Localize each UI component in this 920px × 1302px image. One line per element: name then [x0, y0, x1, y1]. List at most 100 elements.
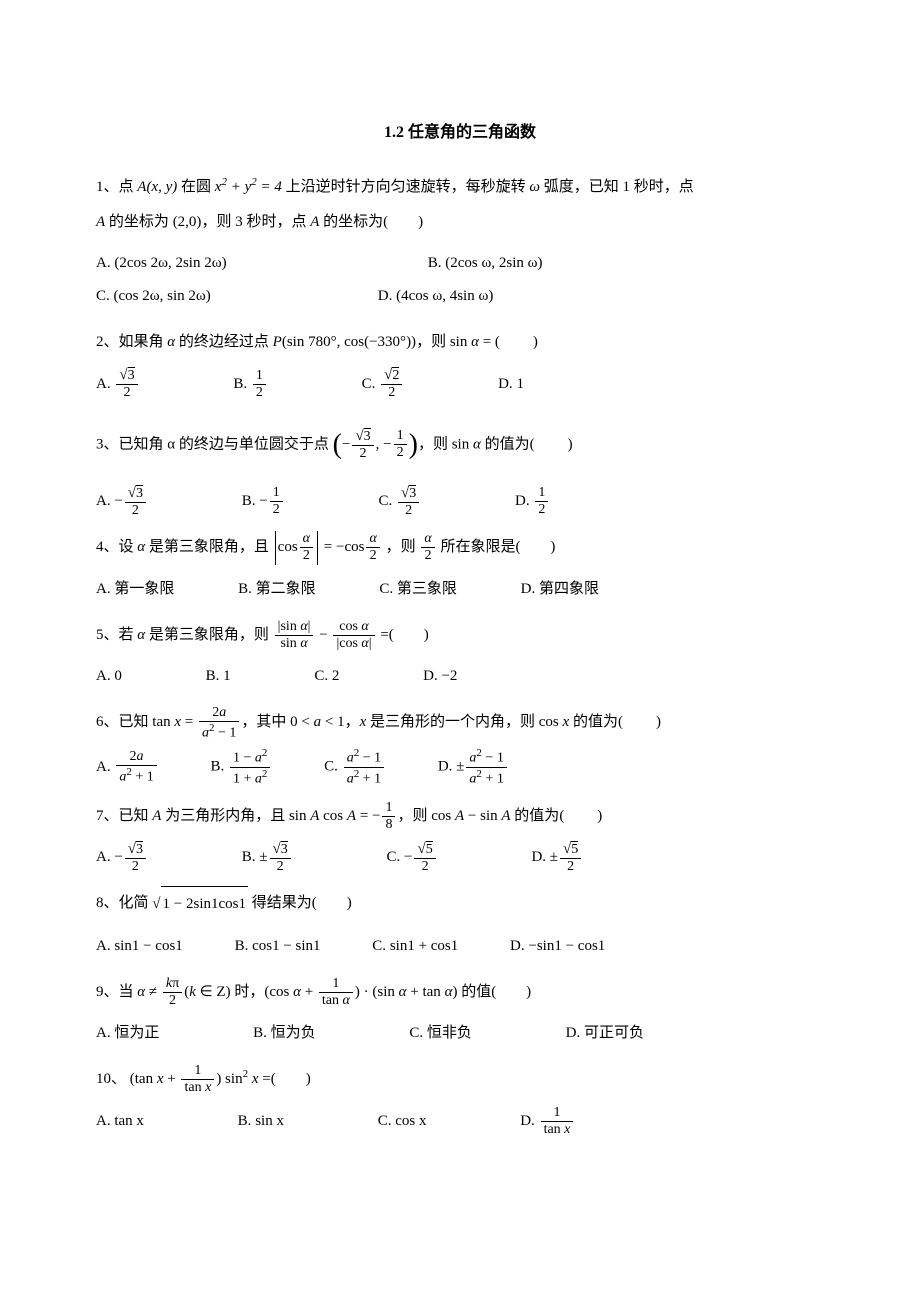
q2-stem: 如果角 α 的终边经过点 P(sin 780°, cos(−330°))，则 s…	[119, 334, 539, 350]
q3-pre: 已知角 α 的终边与单位圆交于点	[119, 436, 329, 452]
q5-opt-c: C. 2	[314, 660, 339, 693]
q3-options: A. −√32 B. −12 C. √32 D. 12	[96, 485, 824, 518]
q3-opt-b: B. −12	[242, 485, 285, 518]
question-7: 7、已知 A 为三角形内角，且 sin A cos A = −18，则 cos …	[96, 799, 824, 834]
q2-opt-b: B. 12	[233, 368, 268, 401]
q9-options: A. 恒为正 B. 恒为负 C. 恒非负 D. 可正可负	[96, 1017, 824, 1050]
q3-post: ，则 sin α 的值为( )	[418, 436, 574, 452]
document-title: 1.2 任意角的三角函数	[96, 118, 824, 142]
q5-opt-a: A. 0	[96, 660, 122, 693]
q10-post: =( )	[262, 1071, 310, 1087]
question-1: 1、点 A(x, y) 在圆 x2 + y2 = 4 上沿逆时针方向匀速旋转，每…	[96, 170, 824, 239]
q6-opt-d: D. ±a2 − 1a2 + 1	[438, 748, 509, 786]
q6-pre: 已知	[119, 714, 149, 730]
q4-pre: 设 α 是第三象限角，且	[119, 539, 269, 555]
q6-mid: ，其中 0 < a < 1，x 是三角形的一个内角，则 cos x 的值为( )	[241, 714, 662, 730]
q8-pre: 化简	[119, 895, 149, 911]
q5-opt-b: B. 1	[206, 660, 231, 693]
q1-m11: A	[310, 214, 319, 230]
q2-options: A. √32 B. 12 C. √22 D. 1	[96, 368, 824, 401]
q1-opt-d: D. (4cos ω, 4sin ω)	[378, 280, 494, 313]
q1-m5: ω	[529, 179, 540, 195]
q1-t4: 上沿逆时针方向匀速旋转，每秒旋转	[286, 179, 526, 195]
q7-options: A. −√32 B. ±√32 C. −√52 D. ±√52	[96, 841, 824, 874]
q6-opt-c: C. a2 − 1a2 + 1	[324, 748, 386, 786]
q8-post: 得结果为( )	[252, 895, 352, 911]
q1-m9: (2,0)	[173, 214, 202, 230]
q9-opt-b: B. 恒为负	[253, 1017, 316, 1050]
q1-t6: 弧度，已知 1 秒时，点	[544, 179, 694, 195]
q1-num: 1、	[96, 179, 119, 195]
page: 1.2 任意角的三角函数 1、点 A(x, y) 在圆 x2 + y2 = 4 …	[0, 0, 920, 1302]
q5-post: =( )	[380, 627, 428, 643]
q6-num: 6、	[96, 714, 119, 730]
q1-m1: A(x, y)	[137, 179, 177, 195]
q4-options: A. 第一象限 B. 第二象限 C. 第三象限 D. 第四象限	[96, 573, 824, 606]
q8-opt-a: A. sin1 − cos1	[96, 930, 183, 963]
q7-opt-d: D. ±√52	[531, 841, 583, 874]
q6-options: A. 2aa2 + 1 B. 1 − a21 + a2 C. a2 − 1a2 …	[96, 748, 824, 786]
q4-num: 4、	[96, 539, 119, 555]
q1-opt-a: A. (2cos 2ω, 2sin 2ω)	[96, 247, 376, 280]
q1-m3: x2 + y2 = 4	[215, 179, 282, 195]
q6-opt-b: B. 1 − a21 + a2	[211, 748, 273, 786]
question-2: 2、如果角 α 的终边经过点 P(sin 780°, cos(−330°))，则…	[96, 325, 824, 360]
q1-t12: 的坐标为( )	[323, 214, 423, 230]
q10-opt-d: D. 1tan x	[520, 1105, 575, 1138]
q1-t8: 的坐标为	[109, 214, 169, 230]
q9-pre: 当	[119, 984, 134, 1000]
q1-options: A. (2cos 2ω, 2sin 2ω) B. (2cos ω, 2sin ω…	[96, 247, 824, 313]
q8-opt-b: B. cos1 − sin1	[235, 930, 321, 963]
q4-opt-d: D. 第四象限	[521, 573, 599, 606]
q9-post: 的值( )	[461, 984, 531, 1000]
q7-opt-b: B. ±√32	[242, 841, 293, 874]
q4-mid: ，则	[386, 539, 416, 555]
question-10: 10、 (tan x + 1tan x) sin2 x =( )	[96, 1062, 824, 1097]
q9-opt-c: C. 恒非负	[409, 1017, 472, 1050]
q9-opt-d: D. 可正可负	[566, 1017, 644, 1050]
q7-num: 7、	[96, 808, 119, 824]
q9-opt-a: A. 恒为正	[96, 1017, 159, 1050]
q3-opt-a: A. −√32	[96, 485, 148, 518]
q1-t2: 在圆	[181, 179, 211, 195]
q9-num: 9、	[96, 984, 119, 1000]
q10-opt-a: A. tan x	[96, 1105, 144, 1138]
q5-num: 5、	[96, 627, 119, 643]
q1-opt-c: C. (cos 2ω, sin 2ω)	[96, 280, 326, 313]
q4-post: 所在象限是( )	[440, 539, 555, 555]
question-8: 8、化简 √1 − 2sin1cos1 得结果为( )	[96, 886, 824, 922]
q3-opt-c: C. √32	[379, 485, 422, 518]
q10-num: 10、	[96, 1071, 126, 1087]
q5-pre: 若 α 是第三象限角，则	[119, 627, 269, 643]
question-6: 6、已知 tan x = 2aa2 − 1，其中 0 < a < 1，x 是三角…	[96, 705, 824, 740]
question-3: 3、已知角 α 的终边与单位圆交于点 (−√32, −12)，则 sin α 的…	[96, 413, 824, 477]
q7-opt-c: C. −√52	[387, 841, 438, 874]
q1-opt-b: B. (2cos ω, 2sin ω)	[428, 247, 543, 280]
q8-opt-c: C. sin1 + cos1	[372, 930, 458, 963]
q7-opt-a: A. −√32	[96, 841, 148, 874]
q5-options: A. 0 B. 1 C. 2 D. −2	[96, 660, 824, 693]
q8-opt-d: D. −sin1 − cos1	[510, 930, 605, 963]
q4-opt-b: B. 第二象限	[238, 573, 316, 606]
q5-opt-d: D. −2	[423, 660, 457, 693]
q6-opt-a: A. 2aa2 + 1	[96, 750, 159, 785]
question-4: 4、设 α 是第三象限角，且 cosα2 = −cosα2 ，则 α2 所在象限…	[96, 530, 824, 565]
question-9: 9、当 α ≠ kπ2(k ∈ Z) 时，(cos α + 1tan α) · …	[96, 975, 824, 1010]
q2-opt-c: C. √22	[362, 368, 405, 401]
q2-opt-a: A. √32	[96, 368, 140, 401]
q2-opt-d: D. 1	[498, 368, 524, 401]
q10-options: A. tan x B. sin x C. cos x D. 1tan x	[96, 1105, 824, 1138]
q10-opt-c: C. cos x	[378, 1105, 427, 1138]
question-5: 5、若 α 是第三象限角，则 |sin α|sin α − cos α|cos …	[96, 618, 824, 653]
q8-num: 8、	[96, 895, 119, 911]
q7-pre: 已知 A 为三角形内角，且 sin A cos A = −18，则 cos A …	[119, 808, 604, 824]
q1-m7: A	[96, 214, 105, 230]
q4-opt-a: A. 第一象限	[96, 573, 174, 606]
q3-num: 3、	[96, 436, 119, 452]
q10-opt-b: B. sin x	[238, 1105, 284, 1138]
q4-opt-c: C. 第三象限	[379, 573, 457, 606]
q2-num: 2、	[96, 334, 119, 350]
q8-options: A. sin1 − cos1 B. cos1 − sin1 C. sin1 + …	[96, 930, 824, 963]
q3-opt-d: D. 12	[515, 485, 550, 518]
q1-t0: 点	[119, 179, 134, 195]
